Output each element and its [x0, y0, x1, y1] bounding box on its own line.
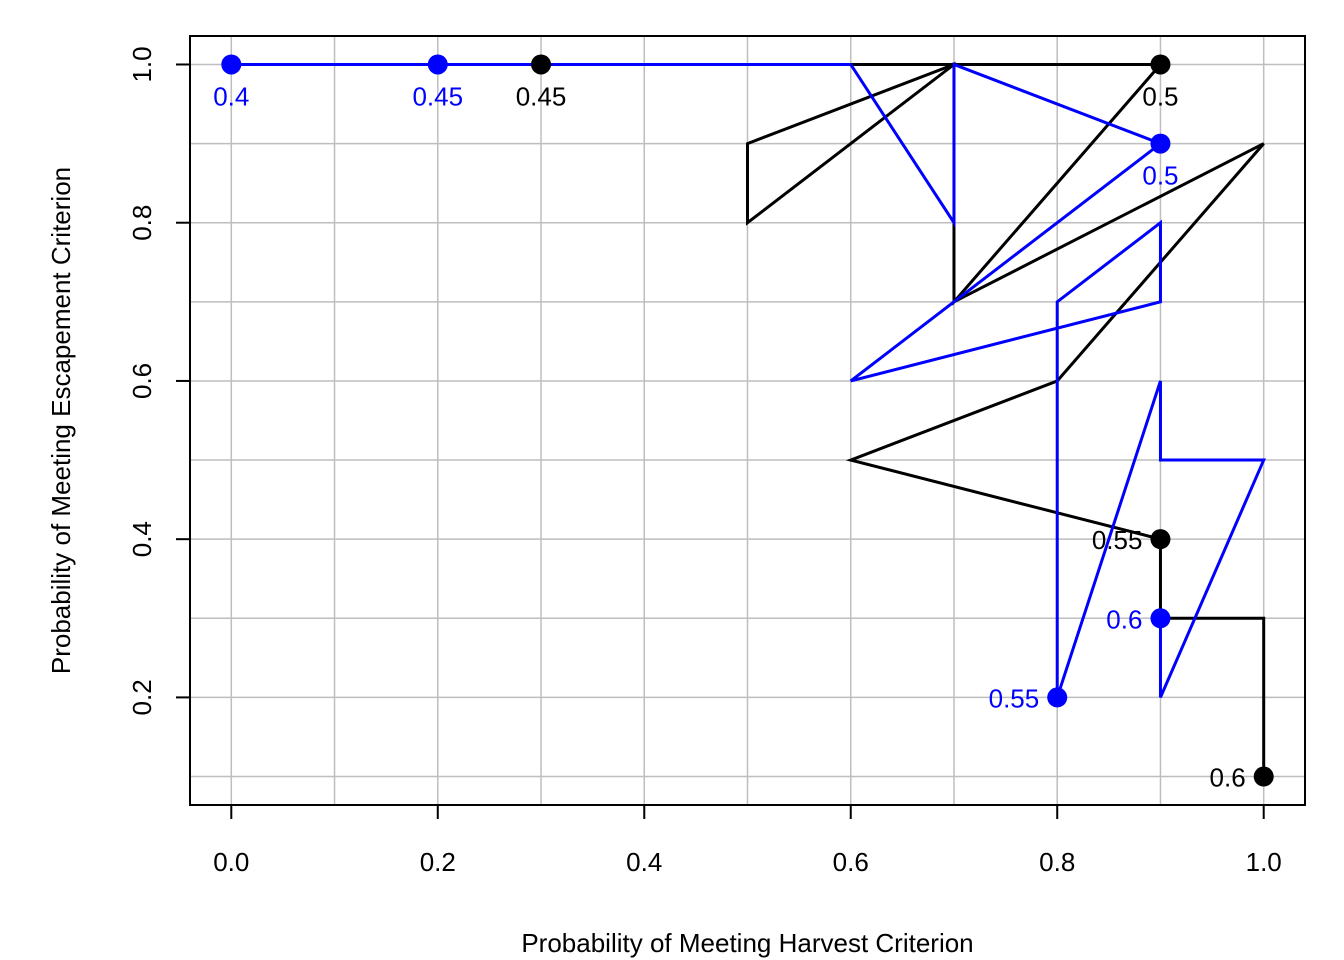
- x-tick-label: 0.8: [1039, 847, 1075, 877]
- point-label: 0.5: [1142, 81, 1178, 111]
- point-label: 0.55: [1092, 525, 1143, 555]
- x-tick-label: 0.4: [626, 847, 662, 877]
- data-point: [427, 54, 448, 75]
- x-tick-label: 0.6: [833, 847, 869, 877]
- data-point: [1150, 529, 1171, 550]
- point-labels: 0.45 0.5 0.55 0.6 0.4 0.45 0.5 0.55 0.6: [213, 81, 1245, 792]
- point-label: 0.6: [1210, 763, 1246, 793]
- x-tick-label: 1.0: [1246, 847, 1282, 877]
- axes: 0.0 0.2 0.4 0.6 0.8 1.0 0.2 0.4 0.6 0.8 1.0: [127, 46, 1282, 877]
- data-point: [1150, 608, 1171, 629]
- point-label: 0.45: [412, 81, 463, 111]
- x-axis-title: Probability of Meeting Harvest Criterion: [521, 928, 973, 958]
- y-tick-label: 1.0: [127, 46, 157, 82]
- y-tick-label: 0.4: [127, 521, 157, 557]
- data-point: [531, 54, 552, 75]
- data-point: [1253, 766, 1274, 787]
- point-label: 0.6: [1106, 604, 1142, 634]
- y-tick-label: 0.2: [127, 679, 157, 715]
- data-point: [1047, 687, 1068, 708]
- series-line: [541, 61, 1266, 777]
- point-label: 0.4: [213, 81, 249, 111]
- point-label: 0.55: [989, 683, 1040, 713]
- y-axis-title: Probability of Meeting Escapement Criter…: [46, 167, 76, 674]
- x-tick-label: 0.2: [420, 847, 456, 877]
- data-point: [1150, 54, 1171, 75]
- data-point: [221, 54, 242, 75]
- x-tick-label: 0.0: [213, 847, 249, 877]
- point-label: 0.5: [1142, 161, 1178, 191]
- series-lines: [231, 61, 1266, 777]
- data-points: [221, 54, 1274, 787]
- y-tick-label: 0.8: [127, 205, 157, 241]
- series-line: [231, 62, 1266, 699]
- y-tick-label: 0.6: [127, 363, 157, 399]
- point-label: 0.45: [516, 81, 567, 111]
- data-point: [1150, 133, 1171, 154]
